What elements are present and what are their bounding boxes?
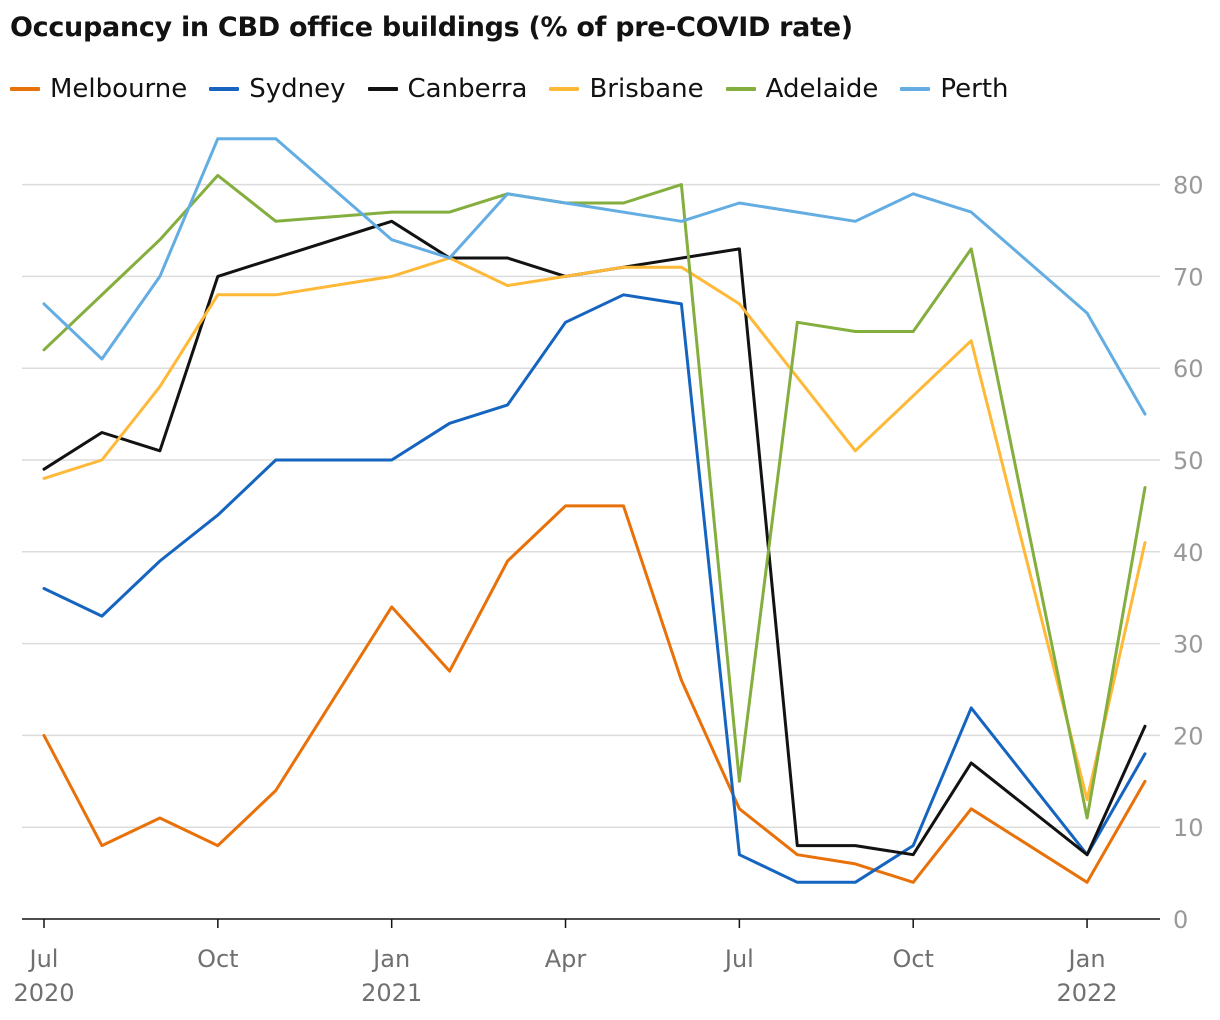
chart-title: Occupancy in CBD office buildings (% of … <box>10 12 853 43</box>
legend-label: Perth <box>940 74 1009 104</box>
x-tick-year-label: 2022 <box>1057 979 1118 1007</box>
legend-swatch <box>10 87 40 91</box>
y-tick-label: 80 <box>1173 172 1204 200</box>
legend-item-sydney: Sydney <box>209 74 346 104</box>
x-tick-label: Oct <box>197 945 239 973</box>
legend: Melbourne Sydney Canberra Brisbane Adelaide P… <box>10 74 1031 104</box>
series-line-canberra <box>42 219 1147 857</box>
y-tick-label: 50 <box>1173 447 1204 475</box>
series-line-adelaide <box>42 173 1147 820</box>
legend-swatch <box>367 87 398 91</box>
x-tick-label: Jan <box>371 945 410 973</box>
x-tick-year-label: 2020 <box>13 979 74 1007</box>
x-tick-label: Jul <box>28 945 59 973</box>
x-tick-year-label: 2021 <box>361 979 422 1007</box>
legend-label: Adelaide <box>765 74 879 104</box>
x-tick-label: Jan <box>1067 945 1106 973</box>
series-line-melbourne <box>42 504 1147 884</box>
y-tick-label: 70 <box>1173 263 1204 291</box>
y-tick-label: 30 <box>1173 631 1204 659</box>
legend-item-canberra: Canberra <box>367 74 528 104</box>
legend-item-melbourne: Melbourne <box>10 74 187 104</box>
legend-swatch <box>900 87 931 91</box>
series-line-perth <box>42 137 1147 416</box>
legend-swatch <box>209 87 240 91</box>
legend-swatch <box>549 87 580 91</box>
legend-label: Canberra <box>407 74 528 104</box>
x-tick-label: Oct <box>892 945 934 973</box>
y-tick-label: 0 <box>1173 906 1188 934</box>
legend-swatch <box>725 87 756 91</box>
y-tick-label: 10 <box>1173 814 1204 842</box>
series-line-brisbane <box>42 256 1147 802</box>
series-line-sydney <box>42 293 1147 884</box>
legend-label: Sydney <box>249 74 346 104</box>
x-tick-label: Apr <box>545 945 587 973</box>
legend-item-perth: Perth <box>900 74 1009 104</box>
legend-label: Melbourne <box>50 74 188 104</box>
legend-item-adelaide: Adelaide <box>725 74 879 104</box>
y-tick-label: 60 <box>1173 355 1204 383</box>
y-tick-label: 20 <box>1173 722 1204 750</box>
legend-label: Brisbane <box>589 74 704 104</box>
legend-item-brisbane: Brisbane <box>549 74 704 104</box>
x-tick-label: Jul <box>723 945 754 973</box>
y-tick-label: 40 <box>1173 539 1204 567</box>
